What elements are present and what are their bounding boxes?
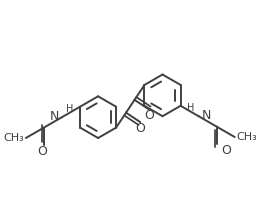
Text: CH₃: CH₃	[3, 133, 24, 143]
Text: O: O	[221, 144, 231, 157]
Text: O: O	[144, 109, 154, 122]
Text: O: O	[37, 145, 47, 158]
Text: H: H	[66, 104, 73, 114]
Text: N: N	[50, 110, 59, 123]
Text: N: N	[202, 109, 211, 122]
Text: O: O	[135, 122, 145, 135]
Text: H: H	[188, 103, 195, 113]
Text: CH₃: CH₃	[237, 132, 257, 142]
